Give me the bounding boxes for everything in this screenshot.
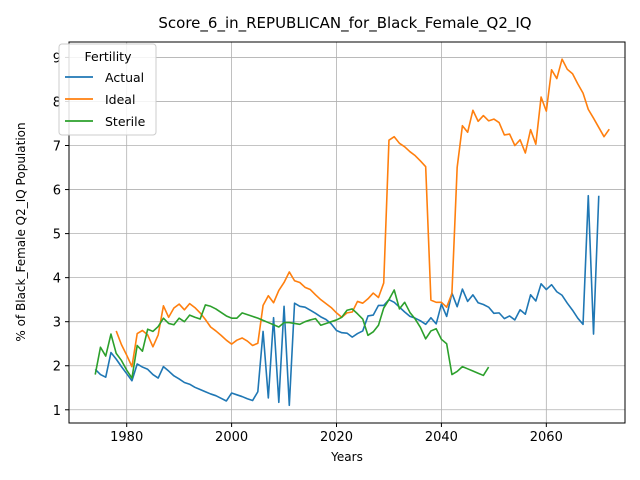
chart-title: Score_6_in_REPUBLICAN_for_Black_Female_Q…	[158, 14, 531, 33]
series-line-sterile	[94, 289, 490, 379]
x-axis-title: Years	[330, 450, 363, 464]
x-tick-label: 2040	[425, 430, 458, 445]
y-tick-label: 3	[53, 316, 61, 331]
legend-title: Fertility	[85, 49, 133, 64]
legend-label-sterile: Sterile	[105, 114, 146, 129]
y-tick-label: 4	[53, 272, 61, 287]
y-tick-label: 7	[53, 140, 61, 155]
y-tick-label: 9	[53, 51, 61, 66]
x-tick-label: 2020	[320, 430, 353, 445]
legend-label-actual: Actual	[105, 70, 144, 85]
y-tick-label: 5	[53, 228, 61, 243]
legend-label-ideal: Ideal	[105, 92, 135, 107]
x-tick-label: 2060	[530, 430, 563, 445]
x-tick-label: 2000	[215, 430, 248, 445]
series-line-ideal	[115, 58, 610, 368]
y-tick-label: 2	[53, 360, 61, 375]
x-tick-label: 1980	[110, 430, 143, 445]
y-axis: 1 2 3 4 5 6 7 8 9	[53, 51, 69, 419]
series-layer	[94, 58, 610, 407]
y-tick-label: 8	[53, 95, 61, 110]
legend-box	[58, 43, 157, 136]
legend: Fertility Actual Ideal Sterile	[58, 43, 157, 136]
series-line-actual	[94, 194, 600, 407]
plot-frame	[68, 41, 626, 424]
x-axis: 1980 2000 2020 2040 2060	[110, 423, 563, 445]
y-tick-label: 1	[53, 404, 61, 419]
y-axis-title: % of Black_Female Q2_IQ Population	[14, 122, 28, 341]
y-tick-label: 6	[53, 184, 61, 199]
